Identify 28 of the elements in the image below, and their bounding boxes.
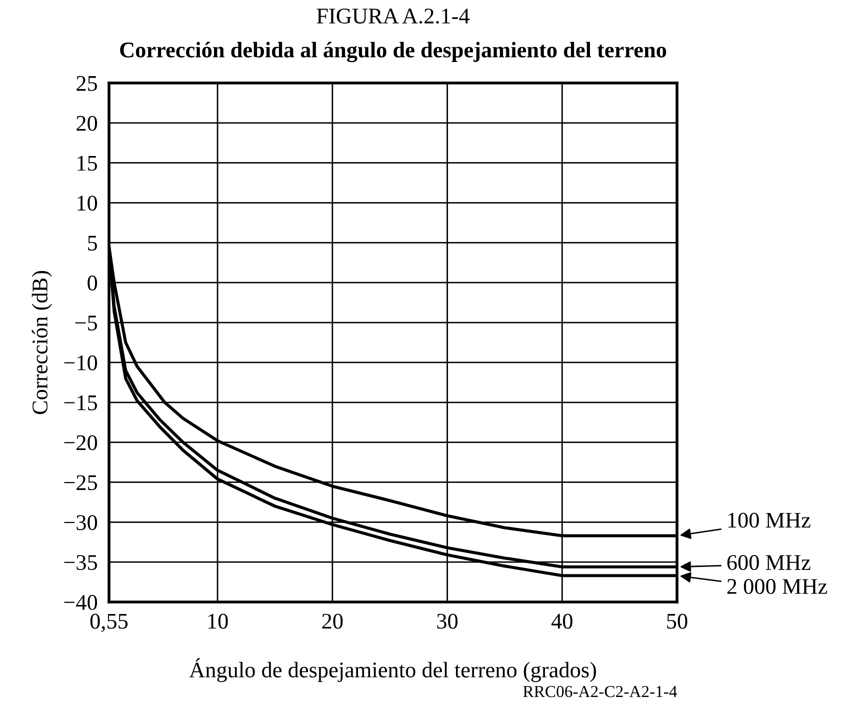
x-axis-title: Ángulo de despejamiento del terreno (grados)	[189, 658, 596, 682]
y-tick-label: −35	[64, 555, 98, 570]
y-tick-label: 5	[88, 236, 98, 251]
x-tick-label: 0,55	[90, 614, 128, 632]
text: RRC06-A2-C2-A2-1-4	[523, 686, 678, 698]
chart-title: FIGURA A.2.1-4	[316, 8, 470, 24]
y-tick-label: −10	[64, 355, 98, 370]
y-tick-label: 0	[88, 276, 98, 291]
x-tick-label: 40	[551, 614, 572, 629]
y-tick-label: −30	[64, 515, 98, 530]
legend-label: 600 MHz	[727, 555, 810, 570]
x-tick-label: 50	[667, 614, 688, 629]
y-tick-label: 15	[78, 156, 98, 171]
x-tick-label: 30	[437, 614, 458, 629]
x-tick-label: 10	[208, 614, 228, 629]
x-tick-label: 20	[322, 614, 343, 629]
y-tick-label: −25	[64, 475, 98, 490]
y-tick-label: 10	[78, 196, 98, 211]
y-tick-label: 20	[76, 116, 98, 131]
y-tick-label: −5	[75, 316, 98, 330]
y-tick-label: −20	[64, 435, 98, 450]
legend-label: 100 MHz	[728, 512, 810, 528]
y-tick-label: −15	[64, 395, 98, 410]
y-tick-label: 25	[76, 76, 98, 91]
chart-subtitle: Corrección debida al ángulo de despejamiento del terreno	[120, 42, 666, 62]
y-tick-label: −40	[64, 594, 98, 610]
legend-label: 2 000 MHz	[727, 578, 827, 594]
y-axis-title: Corrección (dB)	[32, 270, 52, 414]
